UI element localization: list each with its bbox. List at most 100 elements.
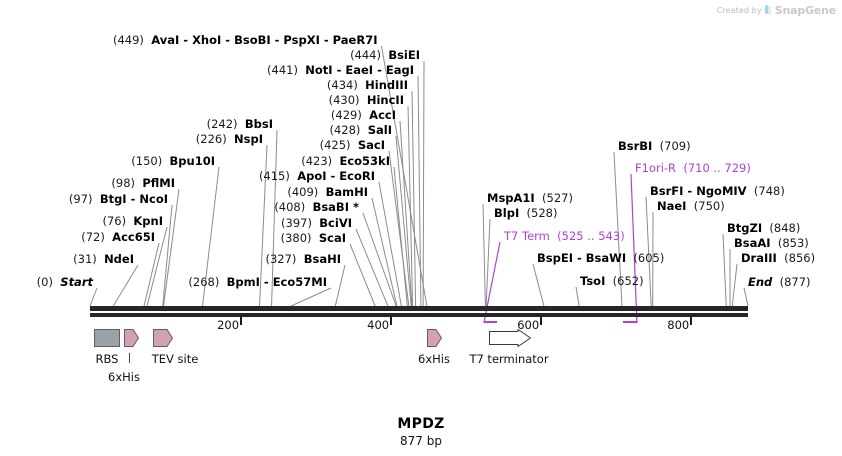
enzyme-label[interactable]: (444) BsiEI xyxy=(350,49,420,62)
ruler-tick-label: 600 xyxy=(517,318,540,332)
enzyme-name: ApoI xyxy=(297,169,327,183)
enzyme-position: (444) xyxy=(350,48,381,62)
enzyme-label[interactable]: DraIII (856) xyxy=(741,252,815,265)
enzyme-position: (380) xyxy=(280,231,312,245)
enzyme-position: (98) xyxy=(111,176,135,190)
snapgene-brand-label: SnapGene xyxy=(774,3,836,17)
label-separator: - xyxy=(126,192,140,206)
enzyme-position: (226) xyxy=(195,132,227,146)
feature-arrow-icon xyxy=(124,329,140,347)
enzyme-position: (652) xyxy=(605,274,644,288)
label-separator: - xyxy=(179,33,193,47)
enzyme-label[interactable]: (380) ScaI xyxy=(281,232,346,245)
enzyme-label[interactable]: (441) NotI - EaeI - EagI xyxy=(267,64,414,77)
enzyme-name: BsiEI xyxy=(388,48,420,62)
feature-glyph[interactable] xyxy=(153,329,174,347)
feature-glyph[interactable] xyxy=(489,328,532,348)
leader-line xyxy=(722,233,727,307)
feature-range: (710 .. 729) xyxy=(676,161,751,175)
enzyme-label[interactable]: NaeI (750) xyxy=(657,200,725,213)
leader-line xyxy=(393,166,408,307)
enzyme-label[interactable]: MspA1I (527) xyxy=(487,192,573,205)
ruler-tick xyxy=(690,317,693,325)
enzyme-label[interactable]: (72) Acc65I xyxy=(81,231,155,244)
enzyme-name: BsrFI xyxy=(650,184,684,198)
enzyme-name: BamHI xyxy=(325,185,368,199)
enzyme-position: (750) xyxy=(686,199,725,213)
label-separator: - xyxy=(332,63,346,77)
enzyme-name: NaeI xyxy=(657,199,687,213)
enzyme-name: BtgI xyxy=(99,192,127,206)
enzyme-label[interactable]: (98) PflMI xyxy=(111,177,175,190)
enzyme-label[interactable]: (76) KpnI xyxy=(102,215,163,228)
enzyme-label[interactable]: (0) Start xyxy=(37,276,93,289)
enzyme-label[interactable]: End (877) xyxy=(748,276,811,289)
enzyme-label[interactable]: (423) Eco53kI xyxy=(301,155,390,168)
leader-line xyxy=(259,144,268,307)
leader-line xyxy=(162,204,173,307)
leader-line xyxy=(143,242,160,307)
enzyme-label[interactable]: BtgZI (848) xyxy=(727,222,800,235)
enzyme-position: (748) xyxy=(746,184,785,198)
enzyme-name: PspXI xyxy=(283,33,320,47)
enzyme-label[interactable]: (150) Bpu10I xyxy=(131,155,215,168)
enzyme-label[interactable]: (397) BciVI xyxy=(281,217,352,230)
enzyme-name: KpnI xyxy=(133,214,163,228)
enzyme-label[interactable]: BspEI - BsaWI (605) xyxy=(537,252,664,265)
enzyme-position: (441) xyxy=(267,63,298,77)
feature-range-label[interactable]: F1ori-R (710 .. 729) xyxy=(635,162,751,175)
enzyme-label[interactable]: (97) BtgI - NcoI xyxy=(69,193,168,206)
label-separator: - xyxy=(683,184,697,198)
leader-line xyxy=(355,228,389,307)
feature-glyph[interactable] xyxy=(94,329,120,347)
credit-prefix-label: Created by xyxy=(716,5,762,15)
enzyme-label[interactable]: (430) HincII xyxy=(329,94,404,107)
feature-glyph[interactable] xyxy=(124,329,140,347)
ruler-tick xyxy=(390,317,393,325)
leader-line xyxy=(731,263,738,307)
feature-glyph-label: T7 terminator xyxy=(469,352,549,366)
leader-line xyxy=(399,120,413,307)
feature-glyph[interactable] xyxy=(427,329,443,347)
feature-range-bar xyxy=(622,321,637,323)
enzyme-position: (429) xyxy=(330,108,362,122)
leader-line xyxy=(485,218,491,307)
enzyme-position: (428) xyxy=(329,123,361,137)
enzyme-name: MspA1I xyxy=(487,191,535,205)
enzyme-label[interactable]: (327) BsaHI xyxy=(265,253,341,266)
leader-line xyxy=(146,226,168,307)
enzyme-name: NspI xyxy=(234,132,263,146)
enzyme-label[interactable]: (31) NdeI xyxy=(73,253,134,266)
enzyme-label[interactable]: BlpI (528) xyxy=(494,207,557,220)
enzyme-name: BsaWI xyxy=(585,251,627,265)
enzyme-position: (430) xyxy=(328,93,360,107)
enzyme-position: (31) xyxy=(73,252,97,266)
enzyme-label[interactable]: (408) BsaBI * xyxy=(274,201,359,214)
enzyme-label[interactable]: (428) SalI xyxy=(329,124,392,137)
feature-range-label[interactable]: T7 Term (525 .. 543) xyxy=(504,230,625,243)
enzyme-label[interactable]: (242) BbsI xyxy=(207,118,273,131)
enzyme-name: NdeI xyxy=(104,252,134,266)
enzyme-name: Eco57MI xyxy=(272,275,327,289)
enzyme-label[interactable]: (429) AccI xyxy=(331,109,396,122)
label-separator: - xyxy=(221,33,235,47)
enzyme-label[interactable]: (425) SacI xyxy=(320,139,385,152)
leader-line xyxy=(112,264,139,307)
leader-line xyxy=(411,90,417,307)
enzyme-label[interactable]: BsrBI (709) xyxy=(618,140,691,153)
enzyme-position: (423) xyxy=(301,154,333,168)
enzyme-position: (449) xyxy=(113,33,144,47)
enzyme-label[interactable]: (226) NspI xyxy=(196,133,263,146)
leader-line xyxy=(334,264,346,307)
enzyme-label[interactable]: BsrFI - NgoMIV (748) xyxy=(650,185,785,198)
enzyme-label[interactable]: (415) ApoI - EcoRI xyxy=(259,170,375,183)
leader-line xyxy=(388,150,410,307)
enzyme-label[interactable]: (434) HindIII xyxy=(327,79,408,92)
feature-name: F1ori-R xyxy=(635,161,677,175)
enzyme-label[interactable]: BsaAI (853) xyxy=(734,237,809,250)
enzyme-label[interactable]: TsoI (652) xyxy=(580,275,644,288)
enzyme-position: (268) xyxy=(188,275,220,289)
enzyme-label[interactable]: (268) BpmI - Eco57MI xyxy=(188,276,327,289)
enzyme-label[interactable]: (449) AvaI - XhoI - BsoBI - PspXI - PaeR… xyxy=(113,34,377,47)
enzyme-label[interactable]: (409) BamHI xyxy=(287,186,368,199)
